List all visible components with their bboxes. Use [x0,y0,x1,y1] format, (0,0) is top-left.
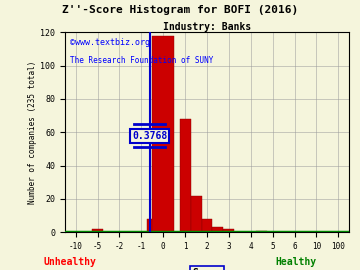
Bar [202,219,212,232]
Title: Industry: Banks: Industry: Banks [163,22,251,32]
Bar [224,229,234,232]
Bar [147,219,158,232]
Text: The Research Foundation of SUNY: The Research Foundation of SUNY [71,56,214,65]
Bar [190,195,202,232]
Text: Score: Score [192,268,222,270]
Text: 0.3768: 0.3768 [132,131,167,141]
Bar [152,36,174,232]
Y-axis label: Number of companies (235 total): Number of companies (235 total) [28,60,37,204]
Text: Z''-Score Histogram for BOFI (2016): Z''-Score Histogram for BOFI (2016) [62,5,298,15]
Bar [180,119,190,232]
Text: Unhealthy: Unhealthy [43,257,96,267]
Text: Healthy: Healthy [276,257,317,267]
Text: ©www.textbiz.org: ©www.textbiz.org [71,38,150,48]
Bar [212,227,224,232]
Bar [92,229,103,232]
Bar [256,231,267,232]
